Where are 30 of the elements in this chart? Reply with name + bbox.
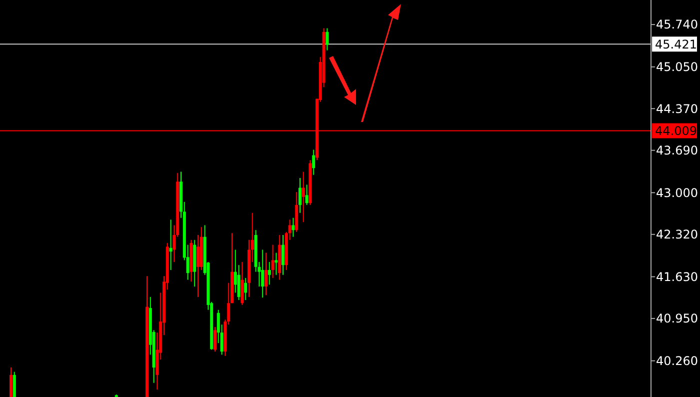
y-tick-label: 41.630 bbox=[656, 270, 698, 284]
candlestick bbox=[268, 262, 271, 286]
candlestick bbox=[282, 234, 284, 276]
y-tick-label: 44.370 bbox=[656, 102, 698, 116]
candlestick bbox=[302, 171, 305, 223]
candlestick bbox=[326, 28, 329, 51]
y-tick-label: 40.950 bbox=[656, 312, 698, 326]
candlestick bbox=[10, 367, 12, 397]
candlestick bbox=[12, 371, 16, 397]
candlestick bbox=[292, 217, 295, 238]
ref-line-label: 44.009 bbox=[655, 124, 697, 138]
ref-line-label: 45.421 bbox=[655, 37, 697, 52]
y-tick-label: 43.690 bbox=[656, 144, 698, 158]
candlestick bbox=[261, 249, 264, 298]
candlestick bbox=[274, 252, 278, 276]
candlestick bbox=[264, 252, 268, 296]
y-tick-label: 43.000 bbox=[656, 186, 698, 200]
candlestick bbox=[305, 184, 308, 206]
candlestick bbox=[244, 277, 248, 301]
candlestick bbox=[240, 262, 244, 306]
candlestick bbox=[214, 326, 216, 352]
candlestick bbox=[312, 149, 316, 176]
candlestick bbox=[169, 219, 172, 270]
candlestick bbox=[271, 244, 274, 278]
candlestick bbox=[298, 177, 302, 214]
y-tick-label: 42.320 bbox=[656, 228, 698, 242]
y-tick-label: 40.260 bbox=[656, 354, 698, 368]
candlestick bbox=[196, 234, 200, 298]
y-tick-label: 45.740 bbox=[656, 18, 698, 32]
y-tick-label: 45.050 bbox=[656, 60, 698, 74]
